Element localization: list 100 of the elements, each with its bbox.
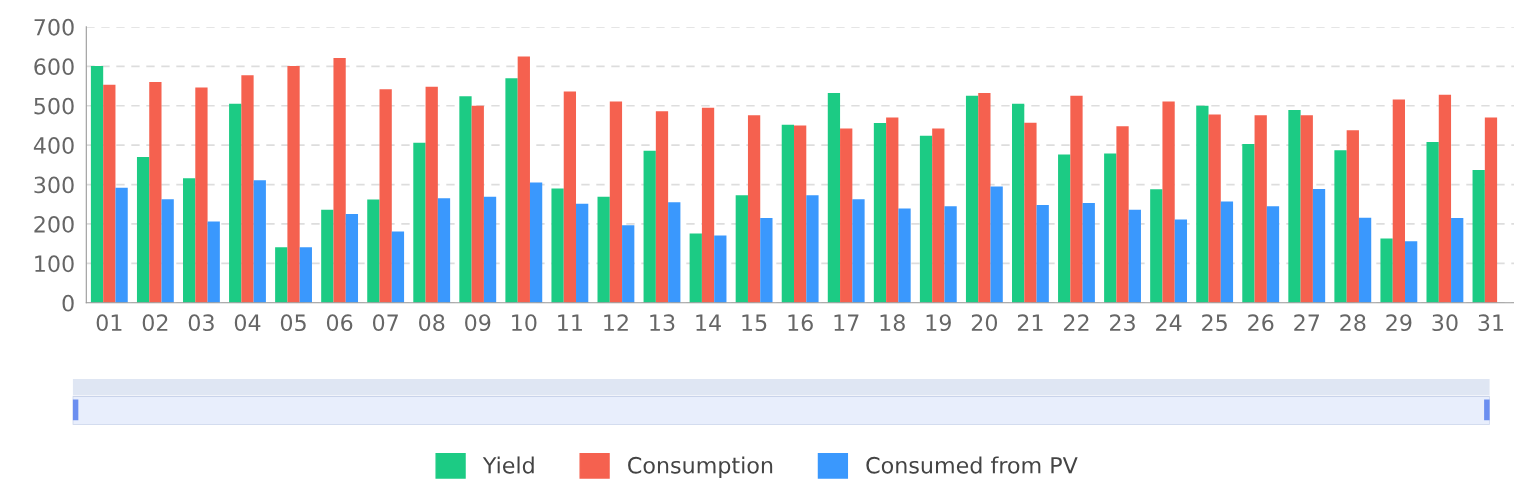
x-tick-label: 27 (1294, 314, 1319, 331)
bar (1405, 241, 1418, 303)
bar (115, 187, 128, 303)
bar (886, 117, 899, 303)
x-tick-label: 02 (142, 314, 168, 332)
bar (229, 103, 242, 303)
bar (425, 86, 438, 303)
x-tick-label: 07 (372, 314, 398, 332)
x-tick-label: 05 (280, 314, 306, 332)
bar (827, 93, 841, 303)
bar (576, 203, 589, 303)
bar (1082, 203, 1095, 303)
x-tick-label: 30 (1432, 314, 1458, 332)
bar (1196, 105, 1209, 303)
x-tick-label: 04 (234, 314, 261, 332)
y-tick-label: 0 (62, 294, 74, 312)
bar (919, 135, 933, 303)
bar (90, 65, 104, 303)
x-tick-label: 13 (650, 314, 675, 332)
bar (794, 125, 807, 303)
legend-label: Yield (482, 456, 534, 474)
x-tick-label: 17 (834, 314, 859, 331)
bar (873, 123, 887, 303)
bar (1358, 217, 1372, 303)
bar (1012, 103, 1025, 303)
bar (840, 128, 853, 303)
bar (345, 214, 359, 303)
bar (1036, 205, 1049, 303)
bar (760, 218, 773, 303)
x-tick-label: 14 (696, 314, 721, 331)
bar (1220, 201, 1234, 303)
bar (781, 124, 795, 303)
bar (701, 107, 715, 303)
y-tick-label: 100 (35, 255, 74, 273)
x-tick-label: 23 (1110, 314, 1135, 332)
x-tick-label: 29 (1386, 314, 1412, 332)
bar (1266, 206, 1280, 303)
bar (689, 233, 702, 303)
bar (1104, 153, 1117, 303)
x-tick-label: 09 (465, 314, 491, 332)
bar (299, 247, 312, 303)
x-tick-label: 18 (880, 314, 905, 332)
x-tick-label: 26 (1248, 314, 1274, 332)
bar (333, 58, 346, 303)
bar (1484, 117, 1498, 303)
y-tick-label: 700 (34, 18, 74, 36)
bar (275, 247, 288, 303)
x-tick-label: 15 (742, 314, 767, 332)
bar (1300, 115, 1313, 303)
bar (195, 87, 208, 303)
x-tick-label: 16 (788, 314, 813, 332)
bar (1380, 238, 1393, 303)
bar (379, 89, 392, 303)
bar (1451, 218, 1464, 303)
bar (1346, 130, 1359, 303)
x-tick-label: 08 (419, 314, 445, 332)
y-tick-label: 300 (34, 176, 74, 194)
x-tick-label: 11 (558, 314, 582, 331)
bar (1128, 209, 1141, 303)
x-tick-label: 25 (1202, 314, 1227, 332)
bar (1392, 99, 1405, 303)
bar (287, 65, 300, 303)
x-tick-label: 03 (188, 314, 214, 332)
y-tick-label: 500 (34, 97, 74, 115)
x-tick-label: 24 (1156, 314, 1182, 331)
bar (437, 198, 451, 303)
bar (483, 196, 497, 303)
bar (1162, 101, 1175, 303)
x-tick-label: 22 (1063, 314, 1089, 331)
bar (852, 199, 865, 303)
bar (183, 178, 196, 303)
bar (1312, 188, 1326, 303)
bar (1242, 143, 1255, 303)
legend-label: Consumption (628, 456, 773, 478)
x-tick-label: 12 (604, 314, 628, 331)
bar (207, 221, 220, 303)
y-tick-label: 600 (34, 58, 74, 76)
bar (1024, 122, 1037, 303)
bar (1150, 189, 1163, 303)
bar (898, 208, 911, 303)
bar (714, 235, 727, 303)
bar (563, 91, 577, 303)
bar (597, 196, 610, 303)
bar (471, 105, 484, 303)
x-tick-label: 28 (1340, 314, 1366, 332)
bar (1058, 154, 1071, 303)
bar (1426, 141, 1439, 303)
bar (161, 199, 174, 303)
bar (136, 156, 150, 303)
bar (1254, 115, 1267, 303)
bar (1174, 219, 1188, 303)
bar (1070, 95, 1083, 303)
bar (932, 128, 945, 303)
bar (944, 206, 957, 303)
bar (1472, 169, 1485, 303)
bar (241, 75, 254, 303)
x-tick-label: 06 (326, 314, 353, 332)
bar (735, 195, 748, 303)
bar (505, 78, 518, 303)
y-tick-label: 400 (33, 137, 74, 154)
